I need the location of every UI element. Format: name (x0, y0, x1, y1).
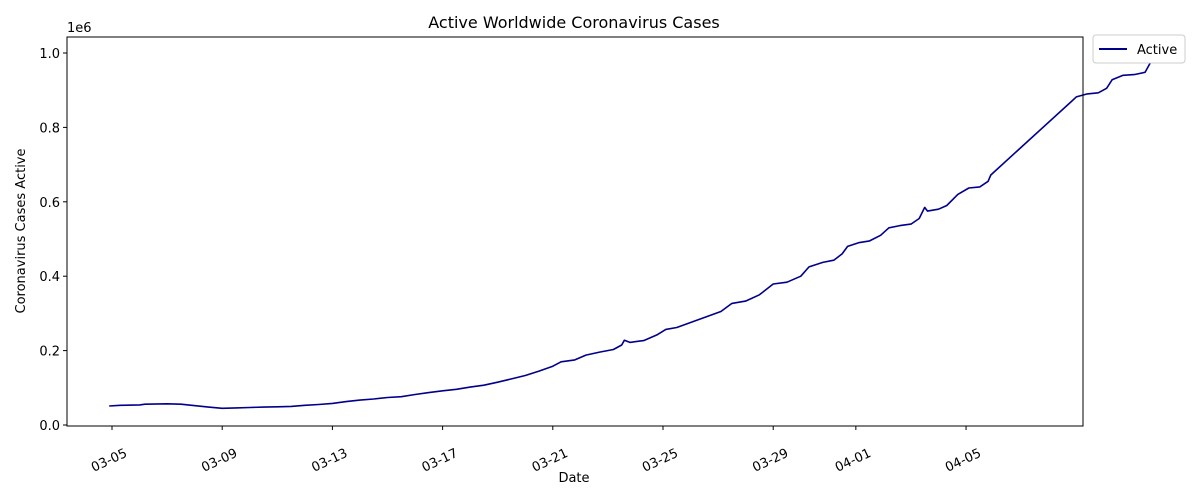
legend-label-active: Active (1137, 43, 1177, 58)
y-tick-label: 0.4 (39, 270, 60, 285)
x-axis-label: Date (558, 471, 589, 486)
x-tick-label: 04-01 (833, 446, 874, 476)
series-line-active (109, 54, 1184, 410)
legend: Active (1092, 34, 1186, 64)
x-tick-label: 03-13 (310, 446, 351, 476)
x-tick-label: 03-09 (199, 446, 240, 476)
y-tick-label: 0.0 (39, 419, 60, 434)
y-axis-label: Coronavirus Cases Active (14, 149, 29, 314)
y-tick-label: 1.0 (39, 47, 60, 62)
x-tick-label: 03-17 (420, 446, 461, 476)
x-tick-label: 03-29 (750, 446, 791, 476)
y-tick-label: 0.6 (39, 196, 60, 211)
chart-title: Active Worldwide Coronavirus Cases (428, 13, 720, 32)
y-tick-label: 0.8 (39, 121, 60, 136)
y-offset-label: 1e6 (67, 21, 92, 36)
x-tick-label: 04-05 (943, 446, 984, 476)
x-tick-label: 03-05 (89, 446, 130, 476)
legend-box (1092, 34, 1186, 64)
plot-frame (66, 36, 1084, 427)
y-tick-label: 0.2 (39, 345, 60, 360)
x-tick-label: 03-25 (640, 446, 681, 476)
